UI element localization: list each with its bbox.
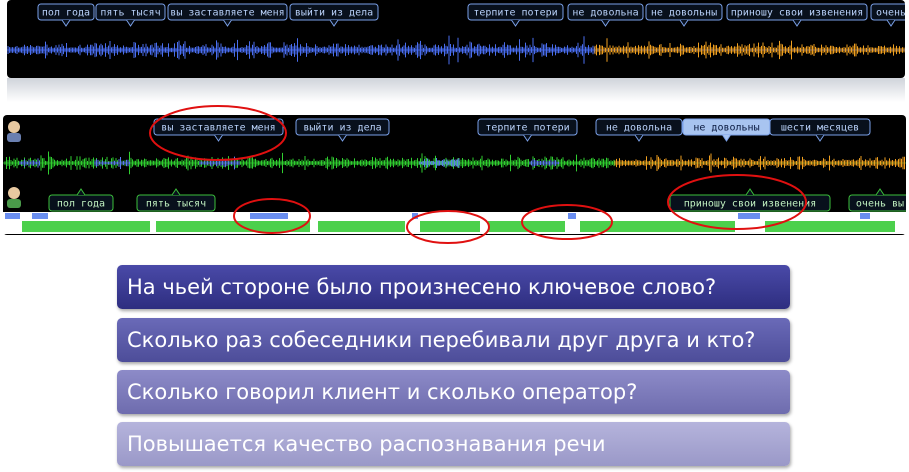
tag-pointer bbox=[601, 19, 610, 27]
tag-pointer bbox=[745, 188, 755, 196]
tag-pointer bbox=[511, 19, 520, 27]
tag-label: не довольна bbox=[606, 123, 672, 134]
tag-pointer bbox=[815, 134, 825, 142]
tag-label: приношу свои извенения bbox=[731, 8, 863, 19]
waveform bbox=[594, 38, 905, 62]
operator-segment bbox=[568, 213, 576, 219]
waveform bbox=[529, 159, 559, 167]
tag-pointer bbox=[886, 19, 896, 27]
operator-segment bbox=[860, 213, 870, 219]
operator-segment bbox=[738, 213, 760, 219]
tag-label: выйти из дела bbox=[303, 122, 381, 134]
tag-label: терпите потери bbox=[473, 8, 557, 19]
question-box: На чьей стороне было произнесено ключево… bbox=[117, 265, 790, 309]
client-segment bbox=[318, 221, 405, 232]
operator-segment bbox=[32, 213, 48, 219]
waveform bbox=[19, 158, 40, 168]
waveform bbox=[614, 153, 905, 173]
tag-pointer bbox=[329, 19, 339, 27]
tag-pointer bbox=[792, 19, 802, 27]
waveform bbox=[94, 157, 130, 169]
operator-segment bbox=[250, 213, 288, 219]
question-box: Повышается качество распознавания речи bbox=[117, 422, 790, 466]
question-box: Сколько раз собеседники перебивали друг … bbox=[117, 318, 790, 362]
client-segment bbox=[765, 221, 895, 232]
tag-label: пол года bbox=[42, 8, 90, 19]
tag-pointer bbox=[171, 188, 181, 196]
tag-pointer bbox=[61, 19, 71, 27]
client-segment bbox=[420, 221, 480, 232]
tag-pointer bbox=[722, 134, 731, 142]
tag-label: терпите потери bbox=[485, 123, 569, 134]
tag-pointer bbox=[76, 188, 86, 196]
screenshots: пол года пять тысяч вы заставляете меня вый… bbox=[3, 0, 906, 244]
tag-pointer bbox=[679, 19, 689, 27]
reflection bbox=[7, 78, 905, 102]
client-segment bbox=[22, 221, 150, 232]
tag-label: не довольны bbox=[693, 123, 759, 134]
tag-label: шести месяцев bbox=[781, 123, 859, 134]
tag-pointer bbox=[338, 134, 347, 142]
operator-segment bbox=[412, 213, 418, 219]
waveform bbox=[7, 35, 595, 65]
tag-label: пол года bbox=[57, 199, 105, 210]
tag-label: приношу свои извенения bbox=[684, 199, 816, 210]
waveform bbox=[199, 156, 240, 170]
client-segment bbox=[580, 221, 735, 232]
tag-pointer bbox=[214, 134, 223, 142]
client-segment bbox=[156, 221, 310, 232]
question-box: Сколько говорил клиент и сколько операто… bbox=[117, 370, 790, 414]
client-icon bbox=[7, 187, 21, 208]
tag-pointer bbox=[875, 188, 885, 196]
waveform bbox=[419, 158, 460, 168]
tag-pointer bbox=[223, 19, 232, 27]
tag-label: очень bbox=[876, 8, 906, 19]
tag-label: не довольны bbox=[651, 8, 717, 19]
highlights bbox=[149, 105, 807, 244]
client-segment bbox=[488, 221, 565, 232]
tag-label: вы заставляете меня bbox=[161, 123, 275, 134]
tag-label: пять тысяч bbox=[100, 8, 160, 19]
operator-segment bbox=[5, 213, 20, 219]
tag-pointer bbox=[126, 19, 135, 27]
tag-label: вы заставляете меня bbox=[170, 8, 284, 19]
tag-label: пять тысяч bbox=[146, 199, 206, 210]
operator-icon bbox=[7, 121, 21, 142]
tag-pointer bbox=[634, 134, 644, 142]
tag-label: не довольна bbox=[572, 8, 638, 19]
tag-pointer bbox=[523, 134, 532, 142]
tag-label: выйти из дела bbox=[295, 7, 373, 19]
tag-label: очень вы bbox=[856, 199, 904, 210]
